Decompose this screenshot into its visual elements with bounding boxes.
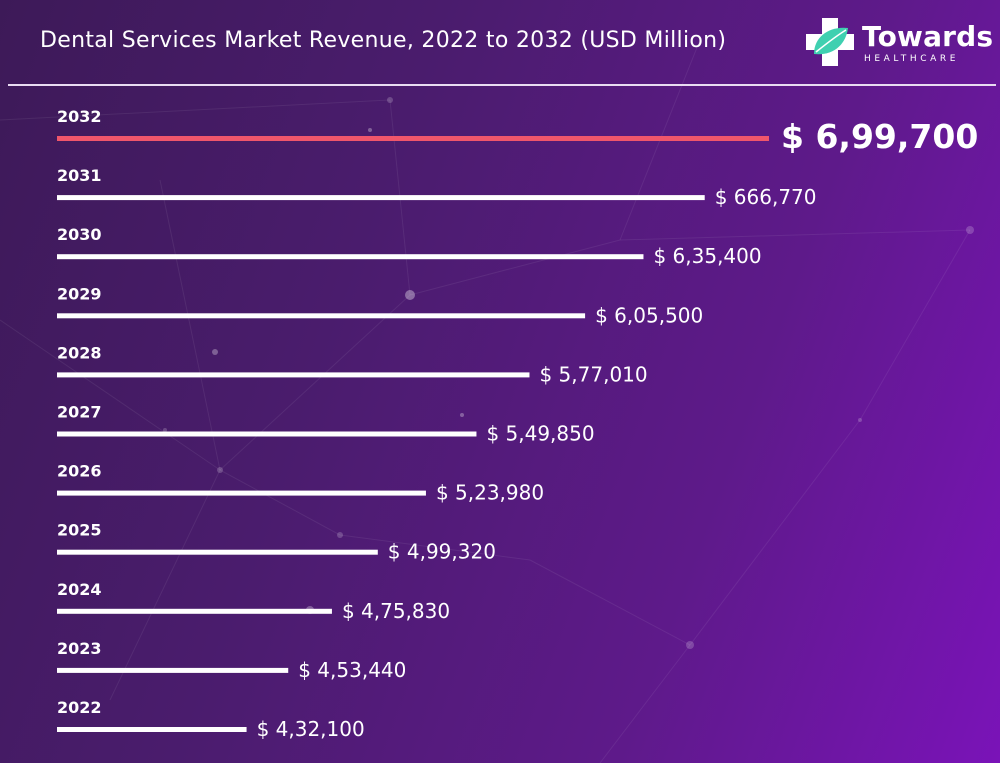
value-label: $ 4,53,440 — [298, 658, 406, 682]
category-label: 2032 — [57, 107, 102, 126]
bar — [57, 372, 530, 378]
bar — [57, 431, 477, 437]
value-label: $ 6,35,400 — [653, 244, 761, 268]
bar — [57, 490, 426, 496]
category-label: 2031 — [57, 166, 102, 185]
value-label: $ 4,32,100 — [257, 717, 365, 741]
bar — [57, 313, 586, 319]
value-label: $ 5,23,980 — [436, 481, 544, 505]
title-divider — [8, 84, 996, 86]
value-label: $ 6,05,500 — [595, 303, 703, 327]
category-label: 2026 — [57, 462, 102, 481]
category-label: 2022 — [57, 698, 102, 717]
category-label: 2025 — [57, 521, 102, 540]
value-label: $ 666,770 — [715, 185, 817, 209]
category-label: 2024 — [57, 580, 102, 599]
chart-title: Dental Services Market Revenue, 2022 to … — [40, 28, 727, 53]
category-label: 2029 — [57, 284, 102, 303]
bar — [57, 549, 378, 555]
brand-subtitle: HEALTHCARE — [864, 54, 960, 64]
value-label: $ 4,75,830 — [342, 599, 450, 623]
bar — [57, 195, 705, 201]
category-label: 2027 — [57, 403, 102, 422]
bar — [57, 254, 644, 260]
brand-name: Towards — [862, 20, 994, 53]
bar-highlight — [57, 136, 769, 141]
category-label: 2030 — [57, 225, 102, 244]
value-label: $ 5,77,010 — [539, 362, 647, 386]
bar — [57, 608, 332, 614]
value-label: $ 6,99,700 — [781, 117, 978, 156]
bar — [57, 667, 289, 673]
cross-leaf-icon — [806, 18, 854, 66]
value-label: $ 5,49,850 — [486, 422, 594, 446]
category-label: 2028 — [57, 343, 102, 362]
bar — [57, 727, 247, 732]
brand-logo: Towards HEALTHCARE — [804, 14, 993, 70]
category-label: 2023 — [57, 639, 102, 658]
value-label: $ 4,99,320 — [388, 540, 496, 564]
